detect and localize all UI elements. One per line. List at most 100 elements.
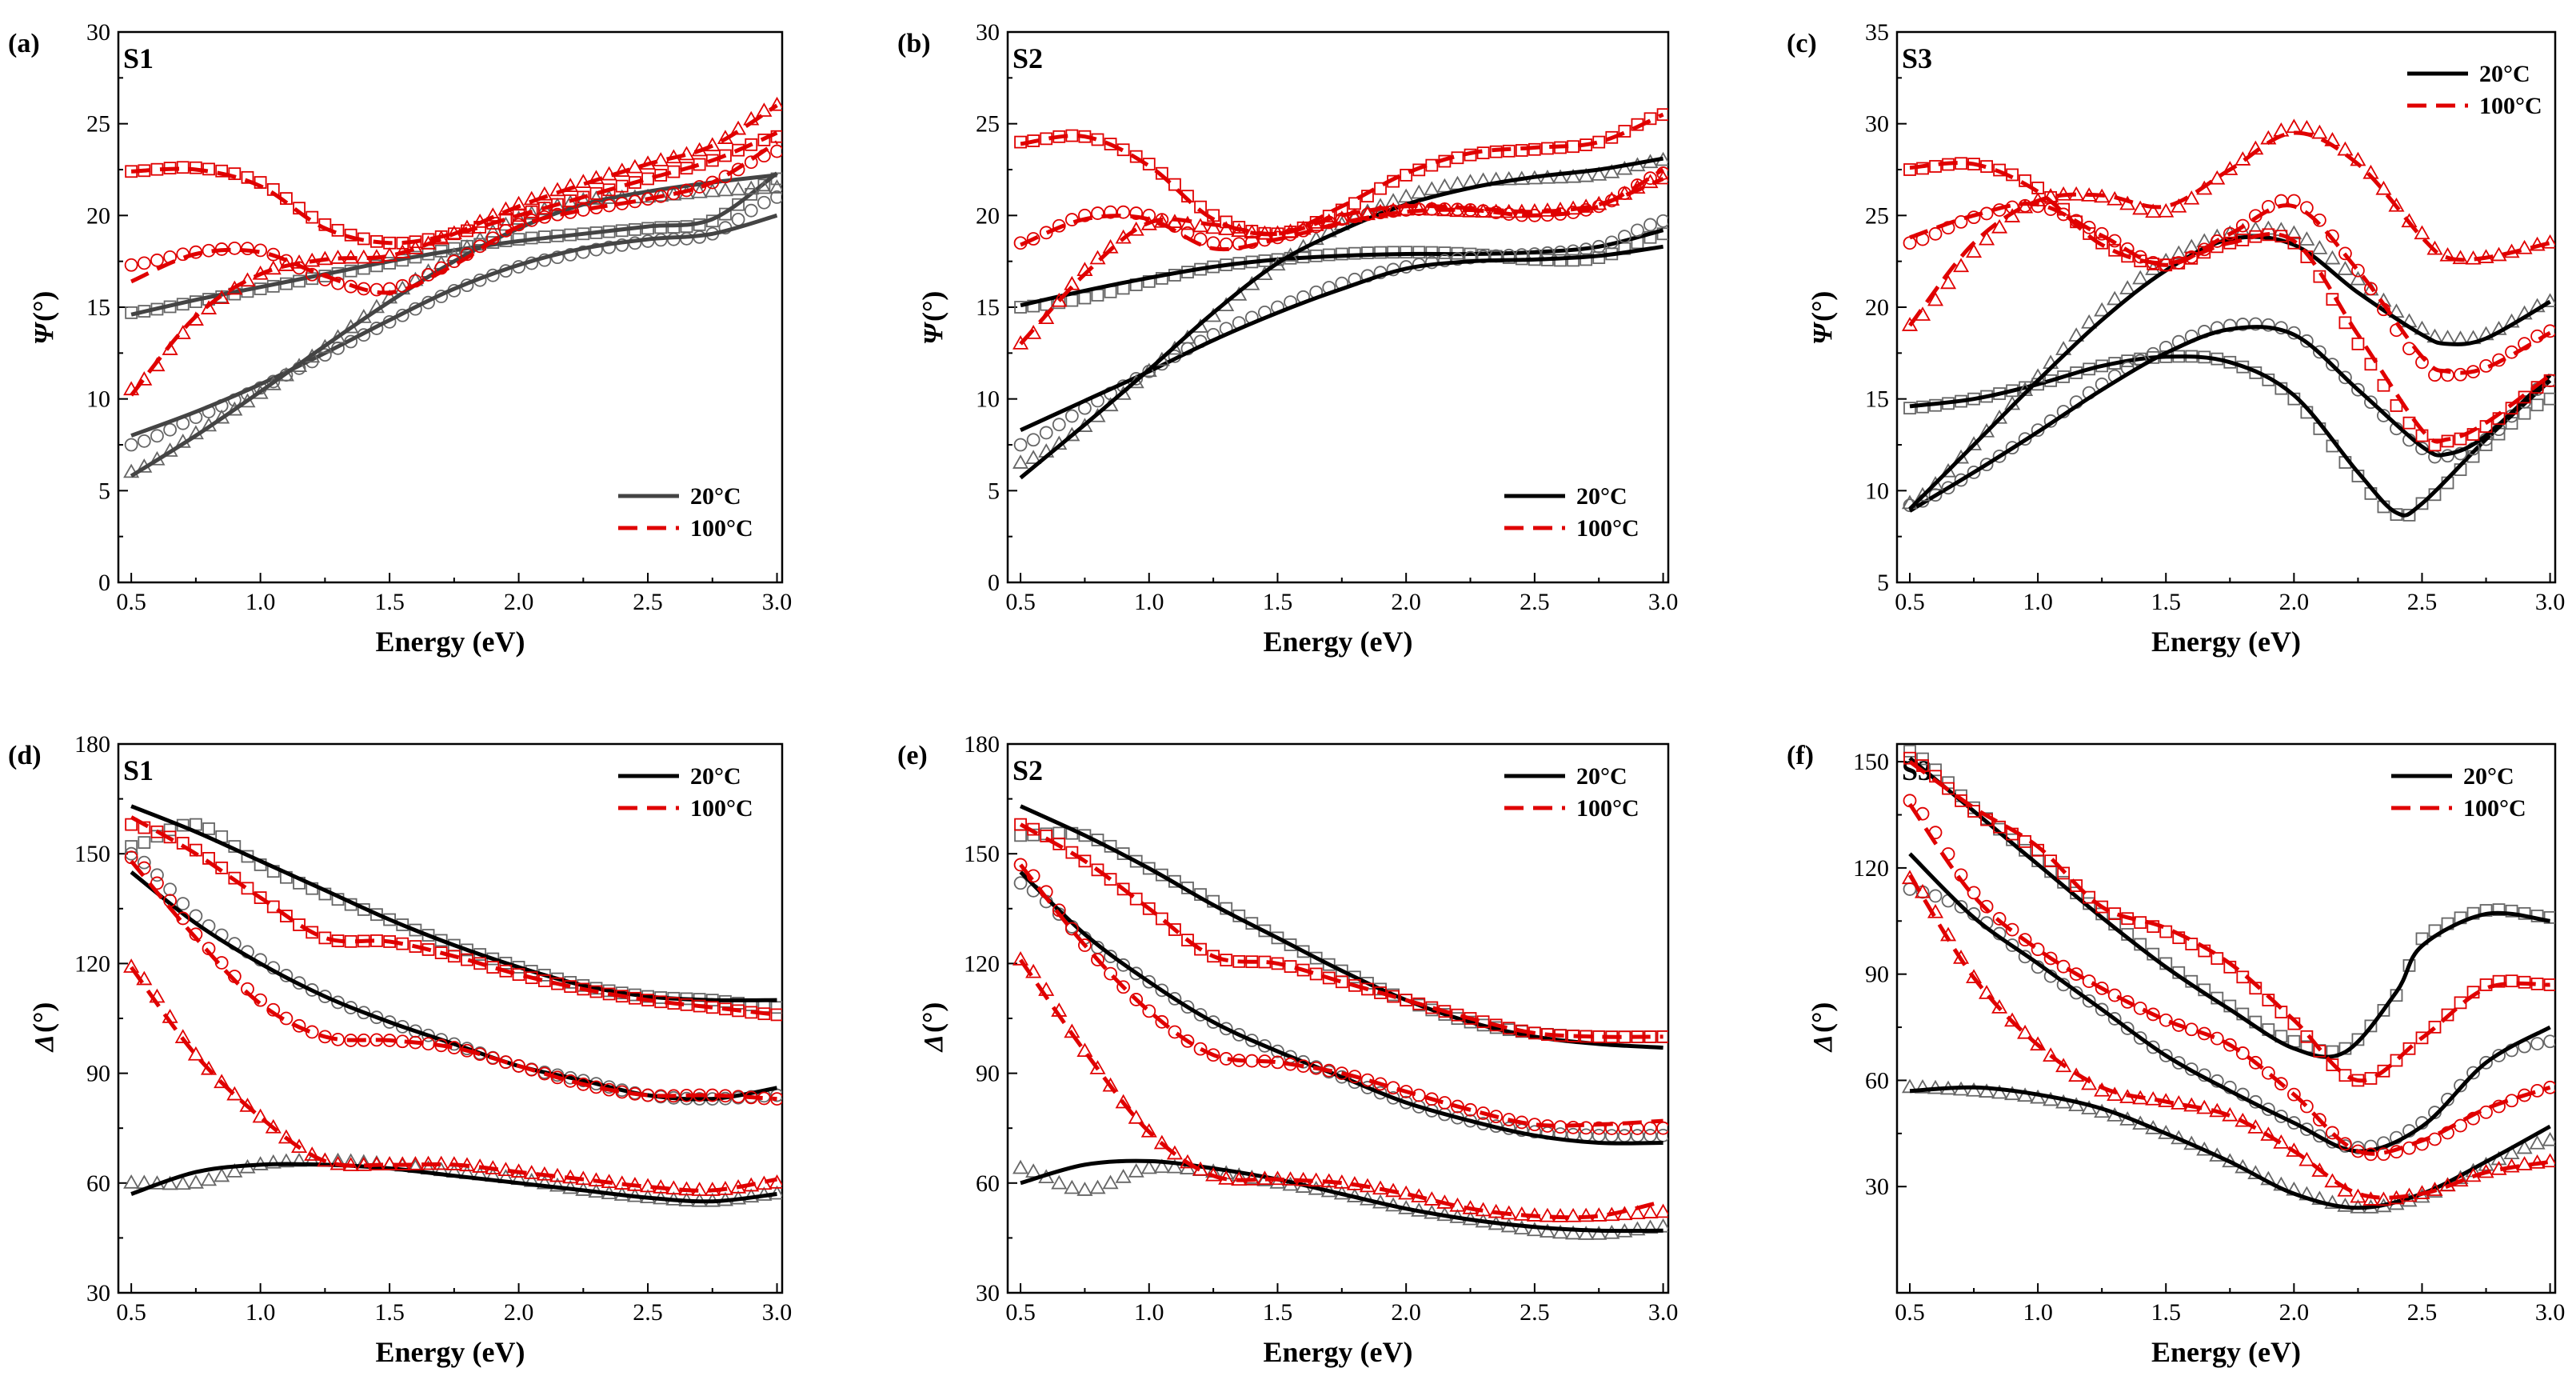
data-point-triangle bbox=[1449, 202, 1466, 218]
data-point-circle bbox=[2274, 1110, 2288, 1123]
y-axis-label: Δ(°) bbox=[27, 1002, 59, 1054]
data-point-triangle bbox=[1025, 450, 1042, 464]
chart-panel-c: 0.5 1.0 1.5 2.0 2.5 3.0 5 10 15 20 25 30 35 Energy (e… bbox=[1787, 19, 2565, 658]
data-point-square bbox=[2351, 1033, 2365, 1046]
data-point-triangle bbox=[407, 240, 424, 254]
data-point-triangle bbox=[1012, 1159, 1029, 1174]
data-point-circle bbox=[1954, 900, 1968, 914]
y-tick-label: 30 bbox=[1865, 111, 1889, 138]
data-point-circle bbox=[1451, 252, 1464, 266]
data-point-triangle bbox=[2286, 225, 2302, 240]
data-point-circle bbox=[2095, 981, 2109, 995]
fit-line-20C bbox=[1020, 244, 1663, 432]
data-point-circle bbox=[1039, 226, 1053, 240]
fit-line-20C bbox=[1908, 234, 2551, 511]
fit-line-100C bbox=[1908, 760, 2550, 1083]
data-point-circle bbox=[1643, 171, 1657, 186]
data-point-circle bbox=[318, 990, 332, 1003]
data-point-circle bbox=[137, 434, 151, 448]
data-point-circle bbox=[1592, 239, 1606, 254]
plot-area bbox=[123, 96, 782, 478]
data-point-triangle bbox=[510, 195, 527, 210]
data-point-circle bbox=[2005, 441, 2019, 455]
data-point-triangle bbox=[2324, 1173, 2341, 1188]
data-point-triangle bbox=[2542, 293, 2555, 308]
data-point-square bbox=[2492, 903, 2506, 916]
data-point-circle bbox=[2056, 207, 2071, 222]
data-point-circle bbox=[1180, 1034, 1195, 1048]
panel-label: (a) bbox=[8, 29, 40, 58]
data-point-square bbox=[770, 1001, 782, 1014]
data-point-circle bbox=[1104, 950, 1117, 963]
data-point-triangle bbox=[1385, 193, 1402, 207]
fit-line-100C bbox=[1019, 177, 1664, 346]
data-point-circle bbox=[150, 253, 164, 267]
data-point-square bbox=[2402, 1042, 2416, 1055]
data-point-triangle bbox=[1629, 1205, 1646, 1220]
x-tick-label: 2.0 bbox=[1391, 1299, 1421, 1326]
data-point-circle bbox=[382, 282, 397, 296]
fit-line-100C bbox=[1909, 202, 2551, 375]
data-point-circle bbox=[2018, 933, 2032, 947]
data-point-triangle bbox=[1089, 1060, 1106, 1074]
data-point-square bbox=[1104, 873, 1117, 886]
data-point-triangle bbox=[1940, 274, 1957, 290]
data-point-triangle bbox=[2145, 203, 2162, 218]
data-point-circle bbox=[2312, 1129, 2326, 1143]
series-20C-triangle bbox=[1901, 1078, 2555, 1214]
data-point-triangle bbox=[187, 1046, 204, 1061]
y-axis-unit: (°) bbox=[1806, 291, 1838, 322]
data-point-square bbox=[176, 837, 190, 850]
fit-line-20C bbox=[1020, 1158, 1663, 1234]
data-point-triangle bbox=[2516, 1139, 2533, 1154]
y-tick-label: 90 bbox=[1865, 962, 1889, 988]
data-point-triangle bbox=[2158, 202, 2175, 218]
data-point-triangle bbox=[1940, 462, 1957, 478]
series-100C-triangle bbox=[1012, 951, 1668, 1222]
data-point-circle bbox=[1168, 991, 1182, 1006]
data-point-square bbox=[2415, 1031, 2429, 1045]
y-tick-label: 10 bbox=[1865, 478, 1889, 504]
data-point-square bbox=[2019, 174, 2032, 187]
y-axis-label: Ψ(°) bbox=[27, 291, 59, 346]
x-tick-label: 2.5 bbox=[633, 589, 663, 615]
data-point-circle bbox=[1039, 426, 1053, 440]
y-tick-label: 30 bbox=[86, 19, 110, 46]
series-100C-triangle bbox=[1901, 118, 2555, 331]
x-tick-label: 0.5 bbox=[116, 589, 146, 615]
x-tick-label: 1.5 bbox=[2151, 589, 2181, 615]
data-point-triangle bbox=[2081, 314, 2098, 329]
data-point-square bbox=[1284, 938, 1297, 951]
fit-line-20C bbox=[1909, 354, 2552, 518]
data-point-circle bbox=[369, 282, 384, 297]
y-tick-label: 25 bbox=[1865, 202, 1889, 229]
data-point-circle bbox=[2299, 1122, 2314, 1136]
fit-line-20C bbox=[130, 804, 777, 1002]
x-tick-label: 2.0 bbox=[2279, 589, 2310, 615]
data-point-square bbox=[2159, 925, 2173, 938]
sample-label: S2 bbox=[1012, 754, 1043, 786]
data-point-triangle bbox=[1385, 202, 1402, 217]
data-point-square bbox=[757, 133, 771, 146]
data-point-square bbox=[2095, 900, 2109, 914]
data-point-square bbox=[1065, 294, 1079, 307]
fit-line-100C bbox=[1020, 112, 1664, 237]
data-point-triangle bbox=[2043, 188, 2059, 202]
data-point-circle bbox=[576, 245, 590, 259]
data-point-square bbox=[2083, 890, 2096, 904]
data-point-triangle bbox=[433, 230, 449, 245]
data-point-triangle bbox=[1526, 1222, 1543, 1237]
data-point-triangle bbox=[1424, 1191, 1440, 1206]
data-point-circle bbox=[1232, 1028, 1246, 1042]
series-20C-square bbox=[1903, 744, 2555, 1059]
x-tick-label: 2.5 bbox=[2407, 1299, 2438, 1326]
data-point-triangle bbox=[1578, 1226, 1595, 1240]
fit-line-20C bbox=[1908, 852, 2551, 1154]
data-point-square bbox=[150, 825, 164, 838]
y-tick-label: 15 bbox=[86, 294, 110, 321]
series-20C-circle bbox=[1013, 870, 1668, 1146]
data-point-triangle bbox=[1991, 218, 2008, 234]
data-point-square bbox=[1065, 129, 1079, 142]
data-point-circle bbox=[2005, 922, 2019, 937]
data-point-triangle bbox=[536, 1174, 553, 1190]
